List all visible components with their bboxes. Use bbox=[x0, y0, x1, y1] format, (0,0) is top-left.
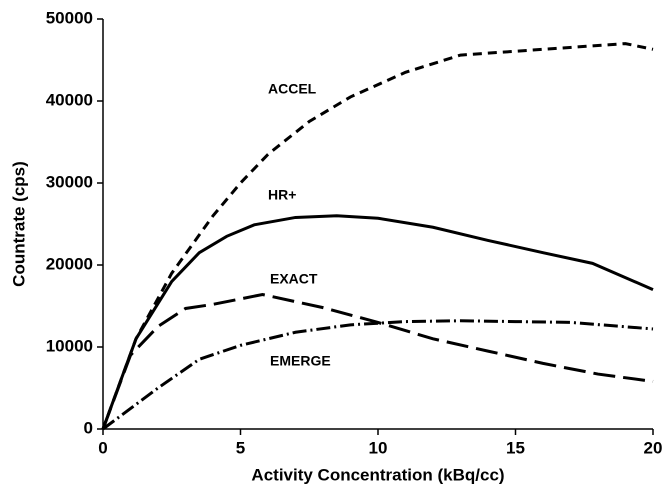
series-label: HR+ bbox=[268, 187, 296, 203]
series-label: EXACT bbox=[270, 271, 318, 287]
series-line bbox=[101, 214, 654, 430]
x-tick-label: 20 bbox=[644, 438, 663, 457]
series-line bbox=[101, 42, 654, 430]
y-axis-label: Countrate (cps) bbox=[9, 161, 28, 287]
x-tick-label: 5 bbox=[236, 438, 245, 457]
y-tick-label: 50000 bbox=[46, 8, 93, 27]
x-tick-label: 10 bbox=[369, 438, 388, 457]
series-label: ACCEL bbox=[268, 81, 317, 97]
y-tick-label: 20000 bbox=[46, 254, 93, 273]
series-line bbox=[101, 292, 654, 430]
y-tick-label: 0 bbox=[84, 418, 93, 437]
y-tick-label: 10000 bbox=[46, 336, 93, 355]
series-label: EMERGE bbox=[270, 353, 331, 369]
y-tick-label: 30000 bbox=[46, 172, 93, 191]
x-tick-label: 15 bbox=[506, 438, 525, 457]
series-line bbox=[102, 319, 654, 431]
x-tick-label: 0 bbox=[98, 438, 107, 457]
x-axis-label: Activity Concentration (kBq/cc) bbox=[251, 465, 504, 484]
y-tick-label: 40000 bbox=[46, 90, 93, 109]
